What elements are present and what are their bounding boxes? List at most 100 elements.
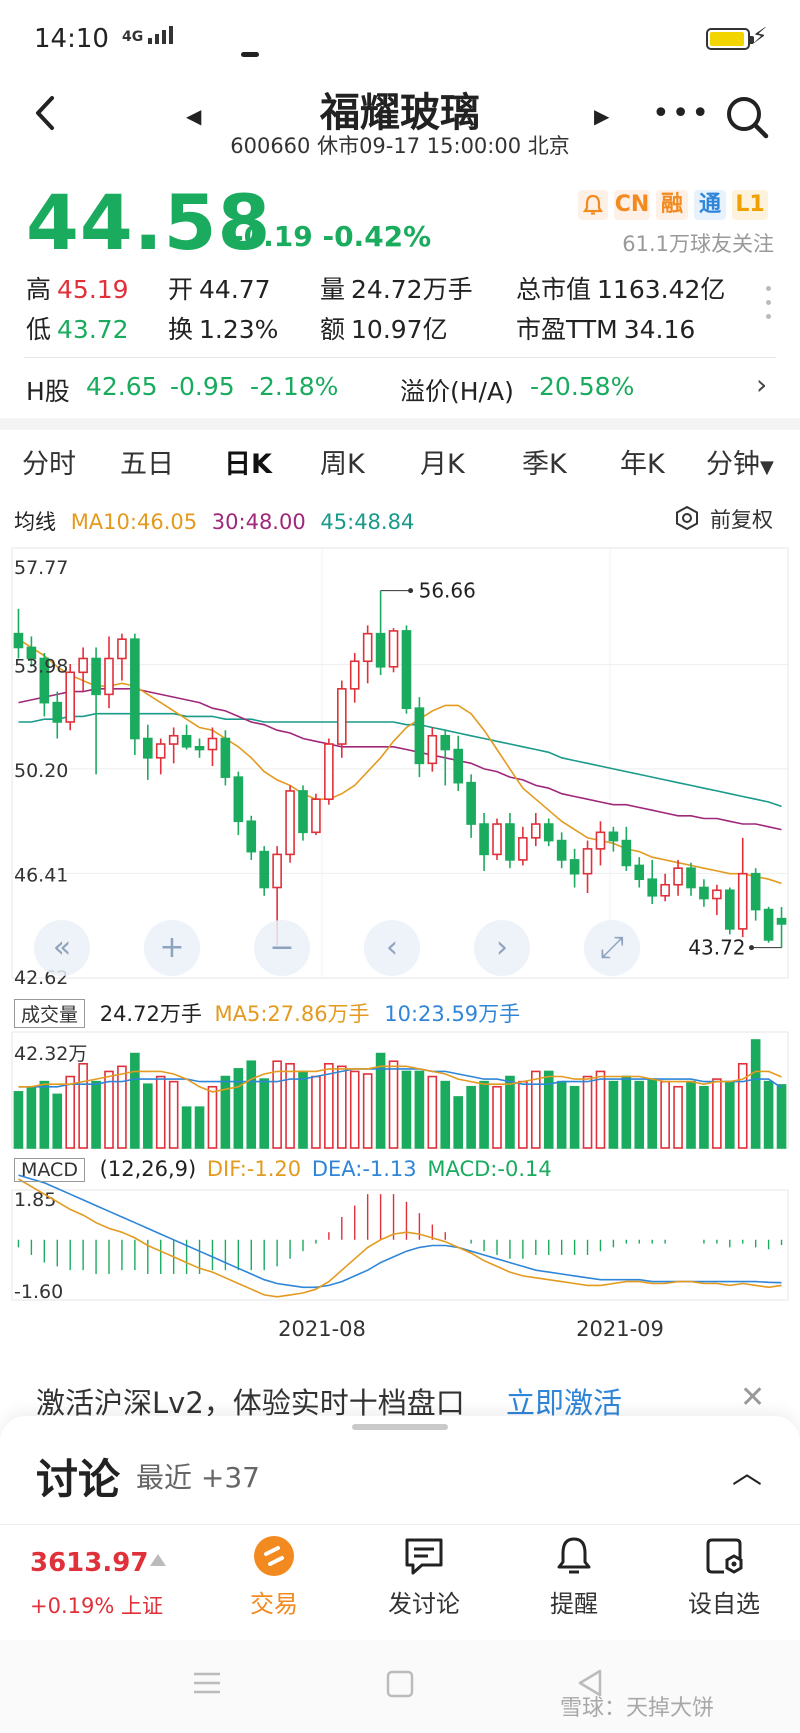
candle	[492, 818, 502, 860]
tab-quarterly-k[interactable]: 季K	[522, 449, 567, 480]
candle	[556, 832, 567, 869]
tab-five-day[interactable]: 五日	[120, 449, 174, 480]
index-value[interactable]: 3613.97	[30, 1548, 149, 1578]
candle-body	[362, 632, 373, 663]
volume-bar	[453, 1096, 464, 1149]
promo-activate-link[interactable]: 立即激活	[506, 1386, 623, 1420]
candle-body	[414, 707, 425, 765]
nav-post[interactable]: 发讨论	[364, 1534, 484, 1619]
candle	[763, 906, 774, 943]
candle	[181, 724, 192, 750]
nav-watchlist[interactable]: 设自选	[664, 1534, 784, 1619]
volume-bar	[686, 1080, 696, 1149]
connect-tag[interactable]: 通	[694, 190, 726, 220]
candle-body	[91, 657, 101, 696]
zoom-out-button[interactable]: −	[254, 920, 310, 976]
candle	[194, 738, 205, 758]
volume-value: 24.72万手	[99, 1002, 202, 1026]
stat-turnover-value: 1.23%	[199, 315, 279, 344]
volume-axis-label: 42.32万	[14, 1043, 87, 1065]
x-axis-labels: 2021-08 2021-09	[278, 1317, 664, 1341]
triangle-up-icon	[150, 1554, 166, 1566]
candle	[168, 727, 179, 764]
candle	[647, 859, 658, 905]
tab-minute[interactable]: 分钟▼	[706, 442, 774, 481]
volume-bar	[52, 1093, 63, 1149]
menu-icon[interactable]	[192, 1670, 222, 1696]
scroll-start-button[interactable]: «	[34, 920, 90, 976]
stat-amount: 额 10.97亿	[320, 310, 448, 346]
chevron-right-icon[interactable]: ›	[756, 368, 768, 401]
candle	[699, 879, 709, 907]
margin-tag[interactable]: 融	[656, 190, 688, 220]
nav-alert[interactable]: 提醒	[514, 1534, 634, 1619]
candle-body	[324, 743, 334, 801]
candle-body	[647, 878, 658, 897]
home-icon[interactable]	[386, 1670, 414, 1698]
tab-daily-k[interactable]: 日K	[224, 449, 272, 480]
candle	[91, 647, 101, 775]
volume-indicator-label[interactable]: 成交量	[14, 999, 86, 1028]
zoom-in-button[interactable]: +	[144, 920, 200, 976]
volume-bar	[181, 1106, 192, 1149]
prev-stock-icon[interactable]: ◀	[186, 104, 202, 128]
stat-amount-label: 额	[320, 315, 346, 344]
stat-pe-label: 市盈TTM	[516, 315, 618, 344]
alert-bell-icon[interactable]	[578, 190, 608, 220]
scroll-left-button[interactable]: ‹	[364, 920, 420, 976]
volume-bar	[388, 1060, 399, 1149]
volume-ma10: 10:23.59万手	[384, 1002, 521, 1026]
candle-body	[776, 917, 787, 925]
candle-body	[65, 671, 76, 723]
candle	[518, 826, 528, 866]
index-change[interactable]: +0.19% 上证	[30, 1594, 163, 1618]
candle	[750, 868, 761, 921]
candle-body	[39, 657, 50, 704]
candle-body	[543, 823, 554, 842]
next-stock-icon[interactable]: ▶	[594, 104, 610, 128]
back-icon[interactable]	[22, 88, 72, 138]
tab-intraday[interactable]: 分时	[22, 449, 76, 480]
volume-bar	[440, 1080, 451, 1149]
volume-bar	[39, 1080, 50, 1149]
ma10-value: MA10:46.05	[70, 510, 198, 534]
chevron-up-icon[interactable]: ︿	[732, 1456, 762, 1491]
candle	[776, 907, 787, 948]
stat-volume: 量 24.72万手	[320, 270, 473, 306]
back-triangle-icon[interactable]	[576, 1668, 604, 1698]
more-icon[interactable]: •••	[652, 96, 712, 131]
cn-tag[interactable]: CN	[614, 190, 650, 220]
fullscreen-button[interactable]: ⤢	[584, 920, 640, 976]
sheet-drag-handle[interactable]	[352, 1424, 448, 1430]
watchlist-icon	[706, 1538, 743, 1574]
tab-monthly-k[interactable]: 月K	[420, 449, 465, 480]
tab-weekly-k[interactable]: 周K	[320, 449, 365, 480]
candle	[246, 815, 257, 860]
candle-body	[220, 737, 231, 778]
candle	[362, 625, 373, 684]
adjust-settings-icon[interactable]	[674, 505, 700, 531]
close-icon[interactable]: ✕	[740, 1380, 766, 1415]
macd-value: MACD:-0.14	[427, 1157, 552, 1181]
stock-subtitle: 600660 休市09-17 15:00:00 北京	[230, 134, 570, 158]
candle	[259, 846, 270, 896]
volume-bar	[65, 1075, 76, 1149]
candle	[621, 826, 632, 871]
adjust-toggle[interactable]: 前复权	[710, 504, 773, 534]
stat-amount-value: 10.97亿	[351, 315, 448, 344]
candle	[479, 813, 489, 871]
more-stats-icon[interactable]	[766, 286, 772, 328]
h-share-row[interactable]: H股 42.65 -0.95 -2.18% 溢价(H/A) -20.58%	[26, 368, 776, 412]
scroll-right-button[interactable]: ›	[474, 920, 530, 976]
volume-bar	[285, 1062, 295, 1149]
level-tag[interactable]: L1	[732, 190, 768, 220]
volume-ma-lines	[18, 1065, 782, 1093]
min-price-label: 43.72	[688, 936, 745, 960]
tab-yearly-k[interactable]: 年K	[620, 449, 665, 480]
candle	[26, 636, 37, 667]
discussion-sheet[interactable]	[0, 1416, 800, 1526]
nav-trade[interactable]: 交易	[214, 1534, 334, 1619]
macd-indicator-label[interactable]: MACD	[14, 1158, 85, 1182]
search-icon[interactable]	[724, 94, 770, 140]
